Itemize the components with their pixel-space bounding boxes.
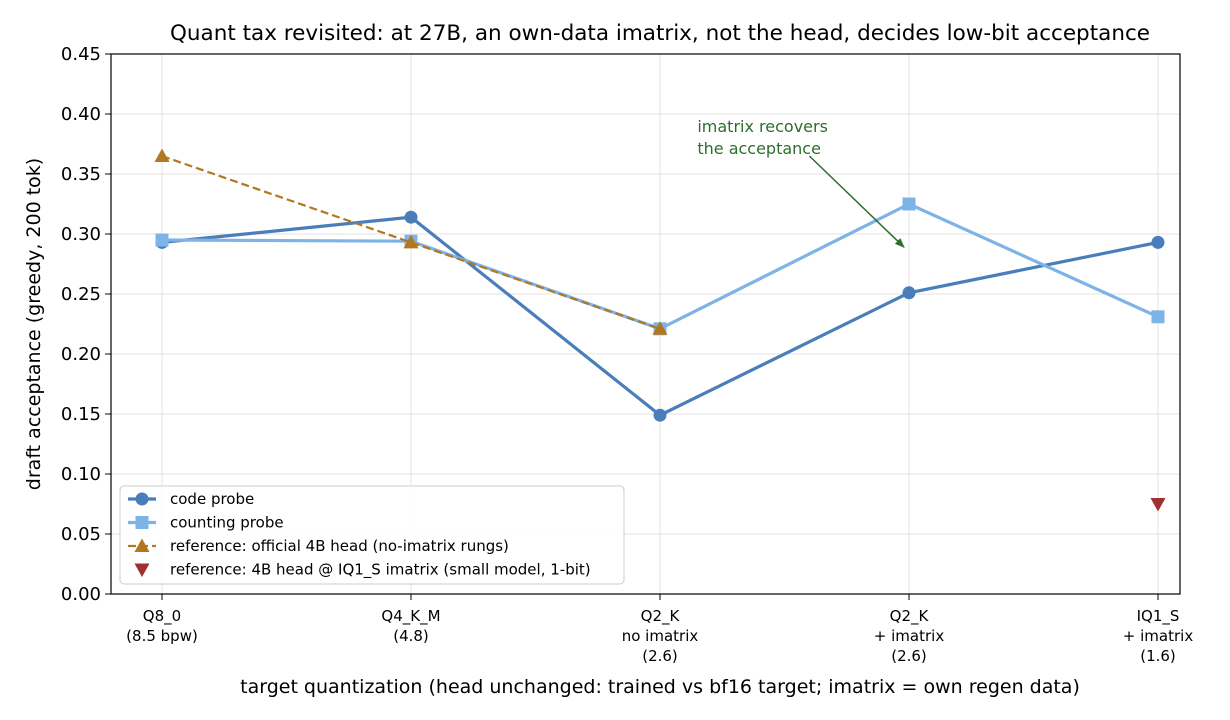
x-tick-label-line: (4.8) [393,627,429,645]
legend-marker [135,492,149,506]
series-3 [1150,498,1166,512]
legend: code probe counting probe reference: offic… [119,485,625,585]
data-point [1150,498,1166,512]
x-tick-label: IQ1_S + imatrix (1.6) [1123,607,1194,665]
legend-marker [134,538,150,552]
annotation-arrow [808,155,905,248]
legend-label: reference: official 4B head (no-imatrix … [170,537,509,555]
annotation-text: imatrix recovers the acceptance [697,117,828,158]
data-point [1151,310,1165,324]
x-axis-label: target quantization (head unchanged: tra… [240,676,1080,698]
x-tick-label: Q2_K + imatrix (2.6) [874,607,945,665]
legend-frame [119,485,625,585]
data-point [902,197,916,211]
y-axis-label: draft acceptance (greedy, 200 tok) [23,158,45,490]
data-point [155,233,169,247]
x-tick-label-line: Q8_0 [143,607,181,626]
x-tick-label: Q2_K no imatrix (2.6) [622,607,699,665]
annotation-text-line: imatrix recovers [697,117,828,136]
y-axis: 0.00 0.05 0.10 0.15 0.20 0.25 0.30 0.35 0.40 0.45 [61,44,111,605]
x-tick-label-line: IQ1_S [1137,607,1180,626]
annotation: imatrix recovers the acceptance [697,117,905,248]
y-tick-label: 0.40 [61,104,101,125]
x-tick-label-line: (1.6) [1140,647,1176,665]
data-point [902,286,916,300]
x-axis: Q8_0 (8.5 bpw)Q4_K_M (4.8)Q2_K no imatrix (2… [126,594,1193,665]
legend-label: reference: 4B head @ IQ1_S imatrix (smal… [170,561,591,580]
y-tick-label: 0.10 [61,464,101,485]
y-tick-label: 0.30 [61,224,101,245]
data-point [154,148,170,162]
x-tick-label: Q8_0 (8.5 bpw) [126,607,198,645]
x-tick-label-line: Q2_K [890,607,930,626]
legend-label: code probe [170,490,254,508]
series-line [161,154,661,330]
data-point [404,210,418,224]
series-layer [154,148,1166,512]
x-tick-label-line: Q2_K [641,607,681,626]
x-tick-label-line: (2.6) [642,647,678,665]
y-tick-label: 0.15 [61,404,101,425]
x-tick-label-line: Q4_K_M [381,607,440,626]
data-point [653,408,667,422]
data-point [652,321,668,335]
legend-marker [134,563,150,577]
legend-entry: code probe [128,490,254,508]
legend-label: counting probe [170,514,284,532]
legend-entry: reference: official 4B head (no-imatrix … [128,537,509,555]
legend-entry: counting probe [128,514,284,532]
plot-frame [110,53,1181,595]
y-tick-label: 0.25 [61,284,101,305]
x-tick-label-line: (2.6) [891,647,927,665]
legend-marker [135,516,149,529]
x-tick-label: Q4_K_M (4.8) [381,607,440,645]
x-tick-label-line: (8.5 bpw) [126,627,198,645]
y-tick-label: 0.35 [61,164,101,185]
annotation-text-line: the acceptance [697,139,821,158]
x-tick-label-line: + imatrix [874,627,945,645]
y-tick-label: 0.05 [61,524,101,545]
series-2 [154,148,668,335]
x-tick-label-line: no imatrix [622,627,699,645]
legend-entry: reference: 4B head @ IQ1_S imatrix (smal… [134,561,591,580]
y-tick-label: 0.20 [61,344,101,365]
data-point [403,234,419,249]
y-tick-label: 0.45 [61,44,101,65]
x-tick-label-line: + imatrix [1123,627,1194,645]
data-point [1151,235,1165,249]
y-tick-label: 0.00 [61,584,101,605]
chart-title: Quant tax revisited: at 27B, an own-data… [170,21,1150,46]
